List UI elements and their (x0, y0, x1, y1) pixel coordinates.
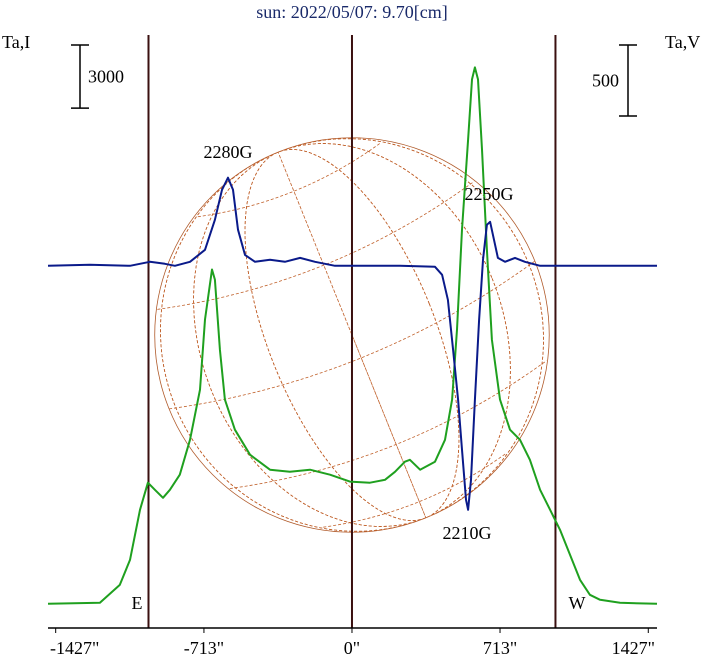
x-tick-label: 1427" (612, 638, 655, 658)
annotation: 2280G (204, 142, 253, 162)
latitude-line (157, 181, 475, 310)
y2-scale-bar-label: 500 (592, 71, 619, 91)
y-axis-label: Ta,I (2, 32, 30, 52)
x-tick-label: 713" (483, 638, 517, 658)
chart-title: sun: 2022/05/07: 9.70[cm] (256, 2, 448, 22)
meridian-line (193, 143, 511, 527)
annotation: 2250G (465, 184, 514, 204)
annotation: 2210G (443, 523, 492, 543)
y2-axis-label: Ta,V (665, 32, 700, 52)
limb-label: W (569, 593, 586, 613)
series-line (47, 66, 658, 605)
limb-label: E (132, 593, 143, 613)
series-line (47, 176, 657, 511)
y-scale-bar-label: 3000 (88, 67, 124, 87)
x-tick-label: -713" (184, 638, 224, 658)
meridian-line (244, 149, 460, 521)
x-tick-label: -1427" (50, 638, 99, 658)
x-tick-label: 0" (344, 638, 360, 658)
